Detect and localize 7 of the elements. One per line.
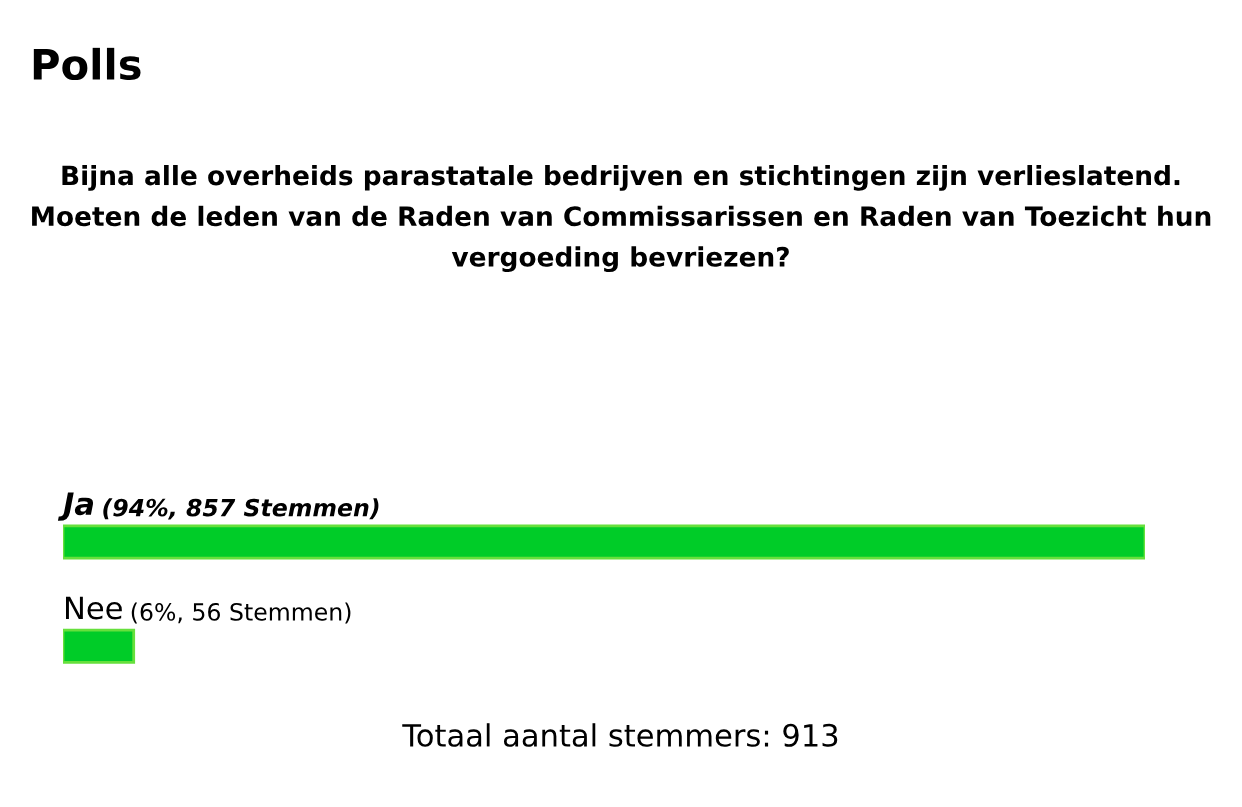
data-label: (6%, 56 Stemmen) xyxy=(131,602,351,624)
chart-title: Polls xyxy=(33,47,141,81)
chart-subtitle: Bijna alle overheids parastatale bedrijven en stichtingen zijn verlieslatend. Moeten de leden van de Raden van Commissarissen en Raden van Toezicht hun vergoeding bevriezen? xyxy=(32,165,1211,273)
y-tick-label: Nee xyxy=(66,596,122,620)
y-tick-label: Ja xyxy=(57,492,94,521)
data-label: (94%, 857 Stemmen) xyxy=(103,498,379,520)
text: Totaal aantal stemmers: 913 xyxy=(402,723,838,747)
